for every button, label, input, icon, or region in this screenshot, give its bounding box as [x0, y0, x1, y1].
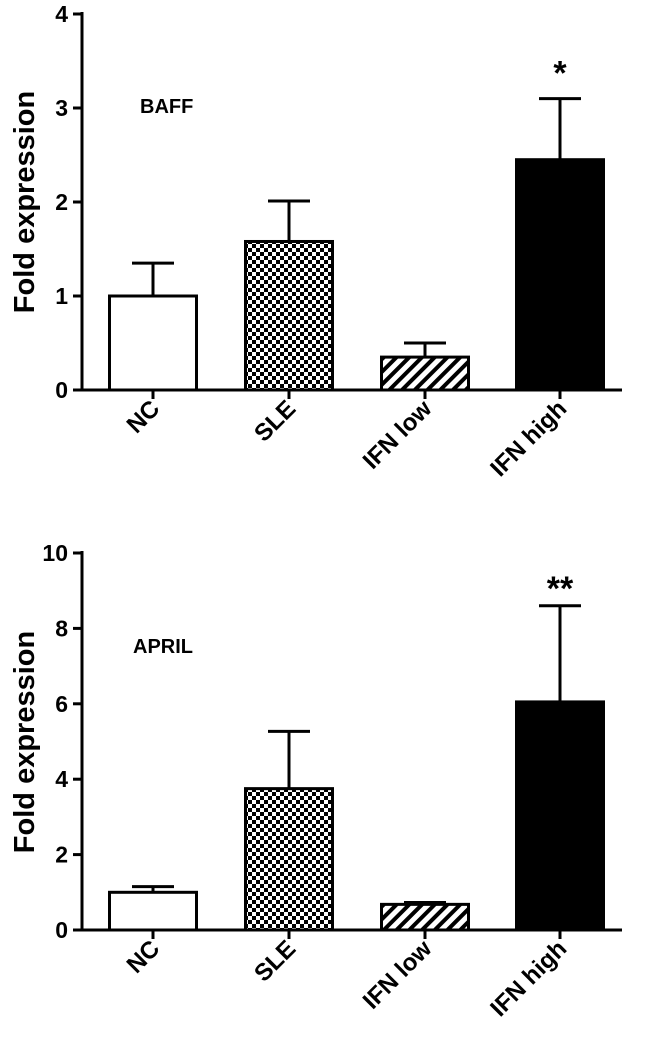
chart-panel-1: * 0 1 2 3 4 NC SLE IFN low IFN high Fold expressio… — [9, 1, 622, 482]
bar-3 — [380, 355, 470, 392]
chart-panel-2: ** 0 2 4 6 8 10 NC SLE IFN low IFN high Fold expres… — [9, 540, 622, 1022]
y-tick-label: 0 — [55, 377, 68, 403]
x-tick-label: IFN high — [485, 395, 572, 482]
y-tick-label: 10 — [42, 540, 68, 566]
y-tick-label: 4 — [55, 1, 68, 27]
y-tick-label: 2 — [55, 842, 68, 868]
x-tick-label: IFN high — [485, 935, 572, 1022]
x-tick-label: NC — [122, 395, 166, 439]
chart-annotation: APRIL — [133, 636, 193, 658]
y-axis-title: Fold expression — [9, 91, 41, 313]
bar-1 — [108, 890, 198, 932]
y-tick-label: 1 — [55, 283, 68, 309]
y-tick-label: 6 — [55, 691, 68, 717]
chart-annotation: BAFF — [140, 96, 193, 118]
x-tick-label: IFN low — [358, 935, 438, 1015]
x-tick-label: NC — [122, 935, 166, 979]
x-tick-label: SLE — [249, 395, 301, 447]
significance-label: * — [553, 55, 567, 93]
bar-2 — [244, 787, 334, 932]
bar-2 — [244, 239, 334, 392]
y-tick-label: 8 — [55, 615, 68, 641]
bar-1 — [108, 294, 198, 392]
bar-3 — [380, 902, 470, 932]
y-tick-label: 3 — [55, 95, 68, 121]
significance-label: ** — [547, 570, 574, 608]
x-tick-label: IFN low — [358, 395, 438, 475]
x-tick-label: SLE — [249, 935, 301, 987]
y-tick-label: 0 — [55, 917, 68, 943]
y-tick-label: 2 — [55, 189, 68, 215]
bar-4 — [515, 158, 605, 392]
y-tick-label: 4 — [55, 766, 68, 792]
bar-4 — [515, 700, 605, 932]
y-axis-title: Fold expression — [9, 631, 41, 853]
